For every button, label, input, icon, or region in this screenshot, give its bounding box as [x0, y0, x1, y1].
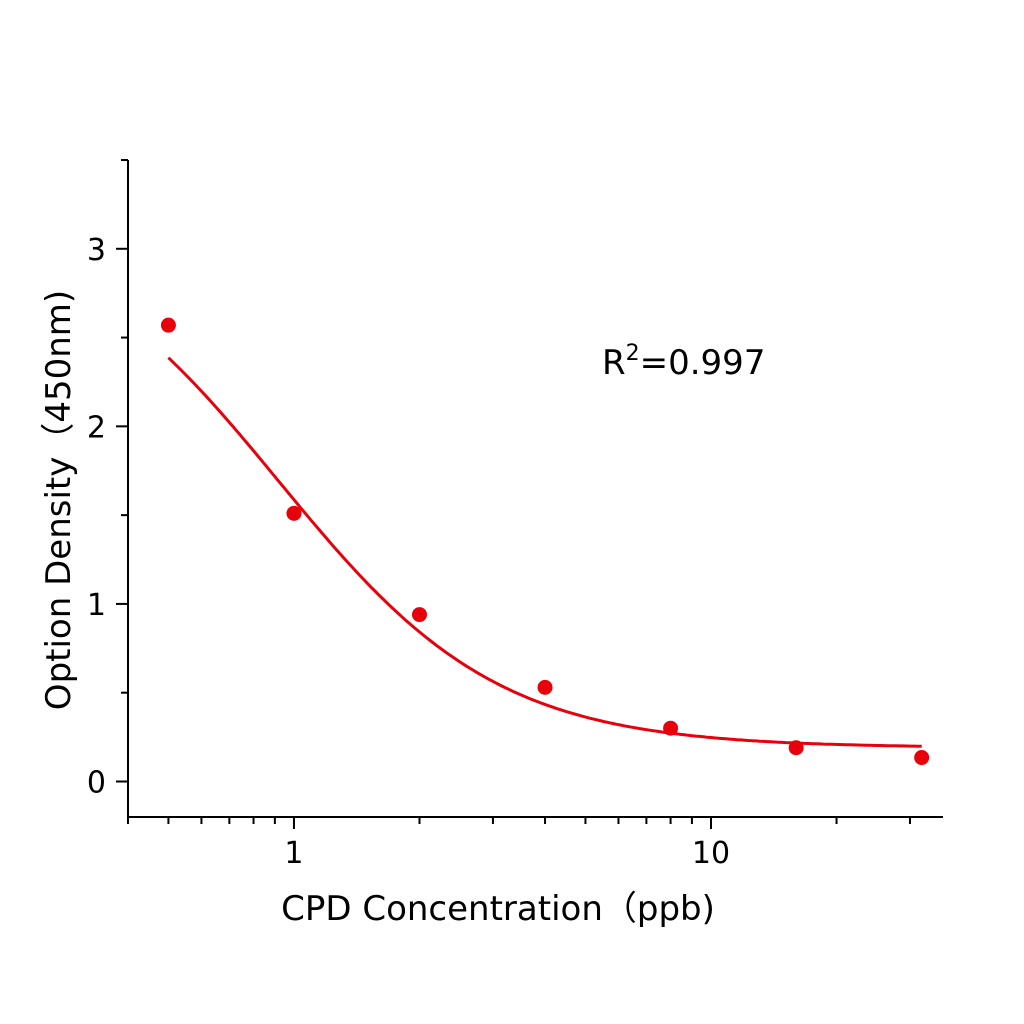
y-axis-title: Option Density（450nm) — [39, 290, 79, 710]
data-point — [788, 740, 804, 756]
data-point — [160, 317, 176, 333]
r-squared-annotation: R2=0.997 — [602, 341, 765, 383]
data-point — [914, 750, 930, 766]
y-tick-label: 2 — [87, 410, 106, 445]
axes: 1 10 0 1 2 3 — [87, 159, 943, 871]
y-tick-label: 0 — [87, 765, 106, 800]
r-value: =0.997 — [640, 343, 766, 383]
r-superscript: 2 — [626, 341, 640, 366]
x-tick-label: 1 — [284, 836, 303, 871]
y-tick-label: 1 — [87, 588, 106, 623]
x-tick-label: 10 — [692, 836, 730, 871]
r-symbol: R — [602, 343, 626, 383]
data-point — [411, 607, 427, 623]
x-axis-title: CPD Concentration（ppb) — [281, 889, 715, 929]
data-point — [663, 720, 679, 736]
data-point — [537, 679, 553, 695]
data-point — [286, 505, 302, 521]
data-points — [160, 317, 930, 766]
y-tick-label: 3 — [87, 233, 106, 268]
